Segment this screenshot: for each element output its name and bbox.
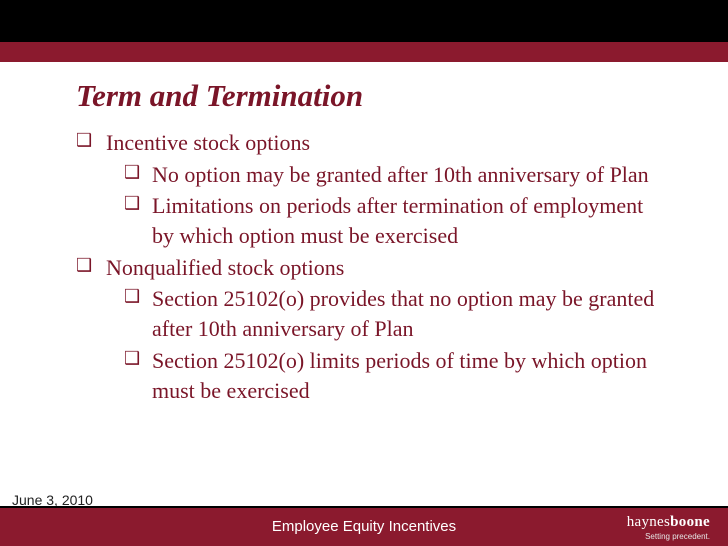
footer-bar: Employee Equity Incentives haynesboone S… <box>0 506 728 546</box>
bullet-list-level2: No option may be granted after 10th anni… <box>124 160 668 251</box>
footer-center-text: Employee Equity Incentives <box>272 518 456 535</box>
bullet-item: No option may be granted after 10th anni… <box>124 160 668 190</box>
bullet-list-level2: Section 25102(o) provides that no option… <box>124 284 668 405</box>
bullet-list-level1: Incentive stock options No option may be… <box>76 128 668 405</box>
bullet-text: Nonqualified stock options <box>106 255 344 280</box>
top-black-band <box>0 0 728 42</box>
bullet-item: Section 25102(o) limits periods of time … <box>124 346 668 405</box>
slide-content: Term and Termination Incentive stock opt… <box>0 62 728 405</box>
footer-logo: haynesboone Setting precedent. <box>627 514 710 541</box>
bullet-text: Section 25102(o) provides that no option… <box>152 286 654 341</box>
bullet-text: Section 25102(o) limits periods of time … <box>152 348 647 403</box>
bullet-item: Limitations on periods after termination… <box>124 191 668 250</box>
logo-text-light: haynes <box>627 514 670 530</box>
bullet-text: No option may be granted after 10th anni… <box>152 162 649 187</box>
bullet-item: Nonqualified stock options Section 25102… <box>76 253 668 405</box>
bullet-item: Incentive stock options No option may be… <box>76 128 668 251</box>
bullet-text: Limitations on periods after termination… <box>152 193 643 248</box>
logo-main: haynesboone <box>627 514 710 531</box>
slide-title: Term and Termination <box>76 78 668 114</box>
logo-text-bold: boone <box>670 514 710 530</box>
logo-tagline: Setting precedent. <box>627 532 710 541</box>
sub-maroon-band <box>0 42 728 62</box>
bullet-text: Incentive stock options <box>106 130 310 155</box>
bullet-item: Section 25102(o) provides that no option… <box>124 284 668 343</box>
